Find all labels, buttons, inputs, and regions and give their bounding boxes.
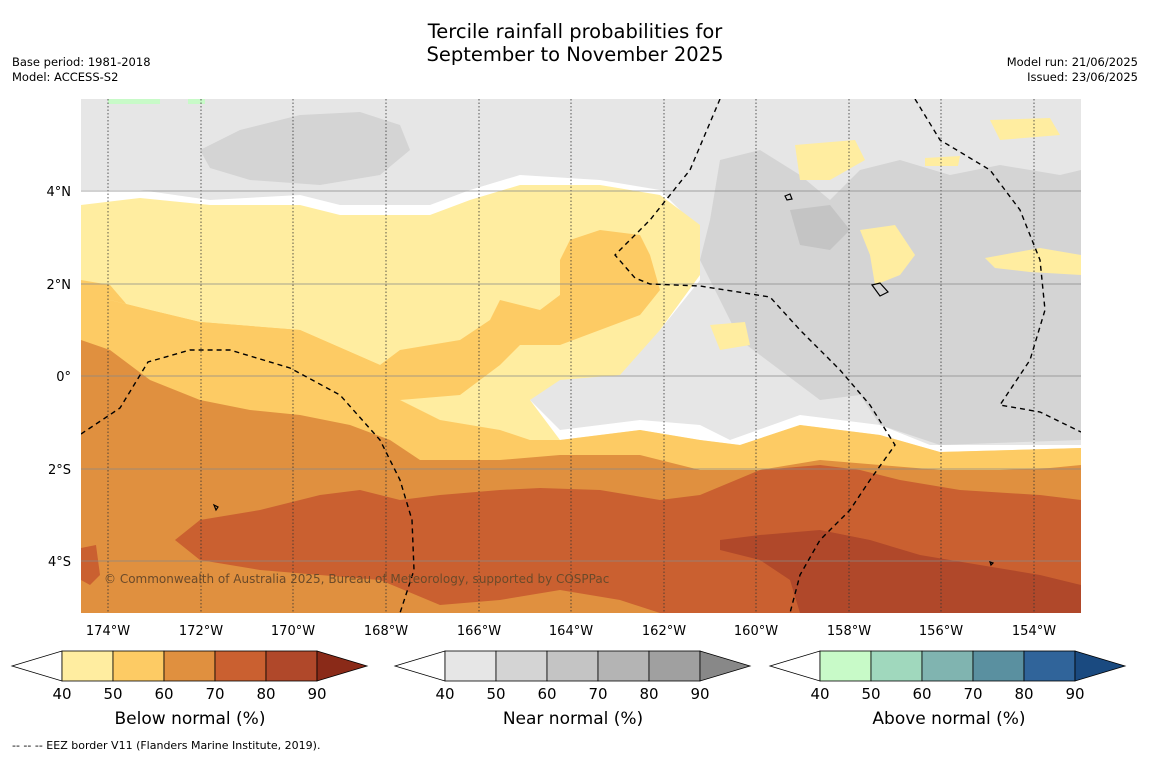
colorbar-swatch bbox=[870, 650, 923, 682]
colorbar-tick-label: 50 bbox=[486, 685, 505, 703]
model-name: Model: ACCESS-S2 bbox=[12, 70, 119, 84]
colorbar-min-extension bbox=[393, 650, 446, 682]
colorbar-legends: 40 50 60 70 80 90 40 50 60 70 80 90 40 50 60 70 80 90 bbox=[10, 650, 1127, 703]
lon-tick-label: 172°W bbox=[179, 624, 223, 639]
colorbar-tick-label: 80 bbox=[256, 685, 275, 703]
colorbar-swatch bbox=[61, 650, 114, 682]
run-issue-info: Model run: 21/06/2025 Issued: 23/06/2025 bbox=[1007, 55, 1138, 85]
colorbar-swatch bbox=[648, 650, 701, 682]
colorbar-2: 40 50 60 70 80 90 bbox=[393, 650, 752, 703]
colorbar-tick-label: 70 bbox=[205, 685, 224, 703]
colorbar-3: 40 50 60 70 80 90 bbox=[768, 650, 1127, 703]
lon-tick-label: 166°W bbox=[457, 624, 501, 639]
colorbar-min-extension bbox=[768, 650, 821, 682]
map-title-line2: September to November 2025 bbox=[426, 43, 724, 66]
parallel-lines bbox=[81, 190, 1081, 562]
colorbar-tick-label: 60 bbox=[537, 685, 556, 703]
colorbar-tick-label: 90 bbox=[690, 685, 709, 703]
colorbar-1: 40 50 60 70 80 90 bbox=[10, 650, 369, 703]
colorbar-swatch bbox=[444, 650, 497, 682]
colorbar-swatch bbox=[214, 650, 267, 682]
colorbar-tick-label: 70 bbox=[963, 685, 982, 703]
colorbar-tick-label: 90 bbox=[1065, 685, 1084, 703]
map-title-line1: Tercile rainfall probabilities for bbox=[427, 20, 723, 43]
colorbar-swatch bbox=[265, 650, 318, 682]
near-normal-title: Near normal (%) bbox=[502, 709, 644, 729]
colorbar-swatch bbox=[921, 650, 974, 682]
lon-tick-label: 174°W bbox=[86, 624, 130, 639]
below-normal-title: Below normal (%) bbox=[114, 709, 266, 729]
colorbar-tick-label: 90 bbox=[307, 685, 326, 703]
colorbar-tick-label: 70 bbox=[588, 685, 607, 703]
base-model-info: Base period: 1981-2018 Model: ACCESS-S2 bbox=[12, 55, 151, 85]
colorbar-max-extension bbox=[1074, 650, 1127, 682]
lon-tick-labels: 174°W 172°W 170°W 168°W 166°W 164°W 162°… bbox=[86, 624, 1056, 639]
lat-tick-label: 2°S bbox=[48, 463, 71, 478]
colorbar-tick-label: 80 bbox=[639, 685, 658, 703]
lon-tick-label: 164°W bbox=[549, 624, 593, 639]
lat-tick-label: 4°S bbox=[48, 555, 71, 570]
colorbar-tick-label: 50 bbox=[861, 685, 880, 703]
colorbar-tick-label: 80 bbox=[1014, 685, 1033, 703]
colorbar-tick-label: 40 bbox=[435, 685, 454, 703]
lon-tick-label: 168°W bbox=[364, 624, 408, 639]
colorbar-min-extension bbox=[10, 650, 63, 682]
colorbar-swatch bbox=[972, 650, 1025, 682]
colorbar-swatch bbox=[819, 650, 872, 682]
colorbar-max-extension bbox=[699, 650, 752, 682]
issued-date: Issued: 23/06/2025 bbox=[1027, 70, 1138, 84]
colorbar-swatch bbox=[597, 650, 650, 682]
lat-tick-label: 4°N bbox=[47, 185, 72, 200]
above-normal-title: Above normal (%) bbox=[872, 709, 1026, 729]
lon-tick-label: 154°W bbox=[1012, 624, 1056, 639]
lon-tick-label: 162°W bbox=[642, 624, 686, 639]
lat-tick-labels: 4°N 2°N 0° 2°S 4°S bbox=[47, 185, 72, 570]
islands bbox=[212, 193, 995, 567]
model-run: Model run: 21/06/2025 bbox=[1006, 55, 1138, 69]
colorbar-swatch bbox=[1023, 650, 1076, 682]
probability-map bbox=[81, 99, 1081, 613]
eez-borders bbox=[81, 99, 1081, 613]
colorbar-tick-label: 60 bbox=[154, 685, 173, 703]
colorbar-tick-label: 50 bbox=[103, 685, 122, 703]
copyright-notice: © Commonwealth of Australia 2025, Bureau… bbox=[104, 572, 610, 586]
colorbar-swatch bbox=[495, 650, 548, 682]
lon-tick-label: 170°W bbox=[271, 624, 315, 639]
colorbar-tick-label: 60 bbox=[912, 685, 931, 703]
colorbar-tick-label: 40 bbox=[52, 685, 71, 703]
colorbar-tick-label: 40 bbox=[810, 685, 829, 703]
lat-tick-label: 0° bbox=[56, 370, 71, 385]
meridian-lines bbox=[107, 99, 1035, 613]
lon-tick-label: 158°W bbox=[827, 624, 871, 639]
base-period: Base period: 1981-2018 bbox=[12, 55, 151, 69]
lon-tick-label: 160°W bbox=[734, 624, 778, 639]
lon-tick-label: 156°W bbox=[919, 624, 963, 639]
colorbar-swatch bbox=[163, 650, 216, 682]
lat-tick-label: 2°N bbox=[47, 278, 72, 293]
colorbar-swatch bbox=[546, 650, 599, 682]
colorbar-swatch bbox=[112, 650, 165, 682]
colorbar-max-extension bbox=[316, 650, 369, 682]
eez-source-note: -- -- -- EEZ border V11 (Flanders Marine… bbox=[12, 739, 321, 752]
